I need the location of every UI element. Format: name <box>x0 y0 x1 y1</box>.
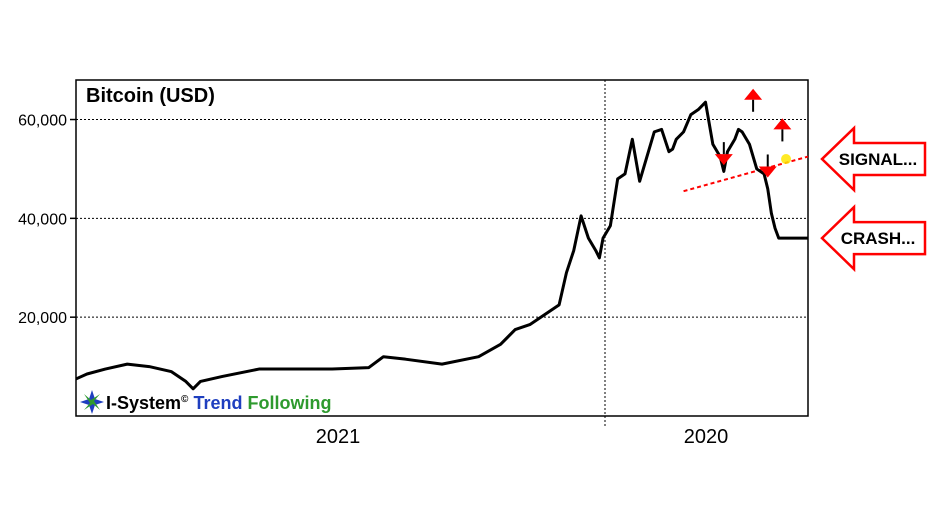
signal-markers <box>714 88 792 178</box>
up-arrow-icon <box>773 118 792 142</box>
callout-label: CRASH... <box>841 229 916 248</box>
y-axis-ticks: 20,000 40,000 60,000 <box>18 113 76 327</box>
svg-text:I-System© Trend Following: I-System© Trend Following <box>106 393 331 413</box>
y-tick-label: 40,000 <box>18 211 67 228</box>
callout-arrow: SIGNAL... <box>820 125 927 194</box>
down-arrow-icon <box>714 142 733 166</box>
logo-word-following: Following <box>247 393 331 413</box>
up-arrow-icon <box>744 88 763 112</box>
logo: I-System© Trend Following <box>80 390 331 414</box>
x-tick-label: 2021 <box>316 426 361 448</box>
x-axis-ticks: 2021 2020 <box>316 426 729 448</box>
logo-brand: I-System <box>106 393 181 413</box>
y-tick-label: 20,000 <box>18 310 67 327</box>
logo-mark: © <box>181 394 189 405</box>
chart-title: Bitcoin (USD) <box>86 85 215 107</box>
trendline <box>683 154 809 193</box>
grid <box>76 119 808 318</box>
star-icon <box>80 390 104 414</box>
price-line <box>75 100 808 391</box>
breakdown-highlight <box>781 154 792 165</box>
series <box>75 100 808 391</box>
logo-word-trend: Trend <box>193 393 242 413</box>
callout-arrow: CRASH... <box>820 204 927 273</box>
callout-label: SIGNAL... <box>839 150 917 169</box>
y-tick-label: 60,000 <box>18 113 67 130</box>
down-arrow-icon <box>758 154 777 178</box>
plot-frame <box>75 79 809 417</box>
x-tick-label: 2020 <box>684 426 729 448</box>
callouts: SIGNAL... CRASH... <box>820 125 927 273</box>
